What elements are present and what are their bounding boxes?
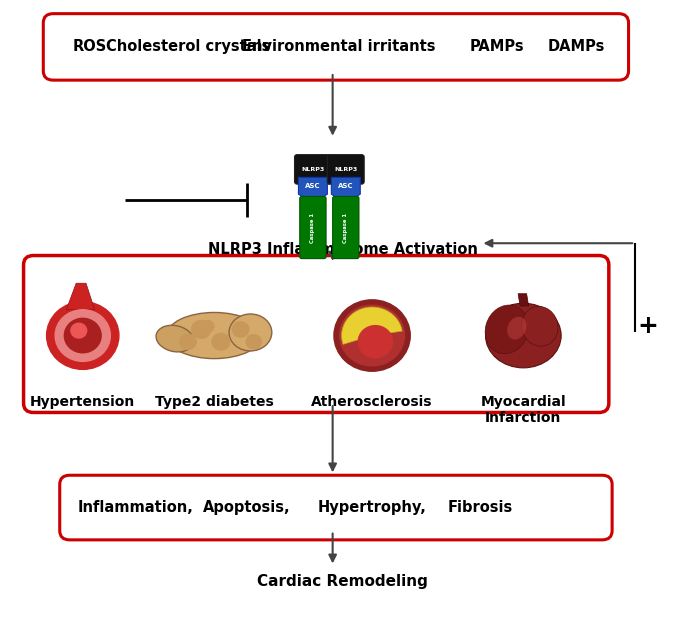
Text: NLRP3 Inflammasome Activation: NLRP3 Inflammasome Activation: [208, 242, 477, 257]
Text: Myocardial
Infarction: Myocardial Infarction: [480, 395, 566, 425]
FancyBboxPatch shape: [300, 197, 326, 259]
Circle shape: [191, 320, 211, 338]
Text: DAMPs: DAMPs: [547, 40, 605, 55]
Circle shape: [246, 334, 262, 349]
FancyBboxPatch shape: [60, 475, 612, 540]
FancyBboxPatch shape: [43, 14, 629, 80]
Circle shape: [64, 318, 101, 353]
Text: Inflammation,: Inflammation,: [77, 500, 193, 515]
Text: Hypertension: Hypertension: [30, 395, 136, 409]
Text: Atherosclerosis: Atherosclerosis: [312, 395, 433, 409]
Text: ASC: ASC: [305, 183, 321, 190]
FancyBboxPatch shape: [333, 197, 359, 259]
Text: NLRP3: NLRP3: [334, 167, 358, 172]
Polygon shape: [342, 307, 402, 344]
Text: ASC: ASC: [338, 183, 353, 190]
Ellipse shape: [229, 314, 272, 351]
Circle shape: [201, 320, 214, 332]
Text: Caspase 1: Caspase 1: [310, 212, 315, 242]
Text: +: +: [637, 314, 658, 338]
FancyBboxPatch shape: [327, 154, 364, 184]
Text: Caspase 1: Caspase 1: [343, 212, 348, 242]
Text: Cardiac Remodeling: Cardiac Remodeling: [257, 574, 428, 589]
Polygon shape: [299, 177, 327, 203]
Polygon shape: [66, 283, 95, 310]
Text: Cholesterol crystals: Cholesterol crystals: [105, 40, 270, 55]
Circle shape: [232, 322, 249, 337]
Circle shape: [179, 333, 197, 350]
Circle shape: [212, 333, 230, 350]
Text: Environmental irritants: Environmental irritants: [242, 40, 436, 55]
Ellipse shape: [485, 305, 529, 354]
FancyBboxPatch shape: [295, 154, 332, 184]
Text: Type2 diabetes: Type2 diabetes: [155, 395, 273, 409]
Polygon shape: [332, 177, 360, 203]
Ellipse shape: [486, 303, 561, 368]
Circle shape: [334, 300, 410, 371]
Text: NLRP3: NLRP3: [301, 167, 325, 172]
Circle shape: [55, 310, 110, 361]
Ellipse shape: [156, 325, 194, 352]
Ellipse shape: [507, 317, 526, 340]
Circle shape: [47, 301, 119, 369]
FancyBboxPatch shape: [23, 256, 609, 413]
Circle shape: [340, 305, 405, 366]
Text: Hypertrophy,: Hypertrophy,: [318, 500, 427, 515]
Text: Fibrosis: Fibrosis: [448, 500, 513, 515]
Circle shape: [71, 323, 87, 338]
Text: ROS: ROS: [72, 40, 106, 55]
Text: PAMPs: PAMPs: [470, 40, 524, 55]
Polygon shape: [518, 294, 529, 306]
Circle shape: [358, 326, 393, 358]
Ellipse shape: [521, 306, 558, 346]
Text: Apoptosis,: Apoptosis,: [203, 500, 291, 515]
Ellipse shape: [166, 313, 262, 359]
